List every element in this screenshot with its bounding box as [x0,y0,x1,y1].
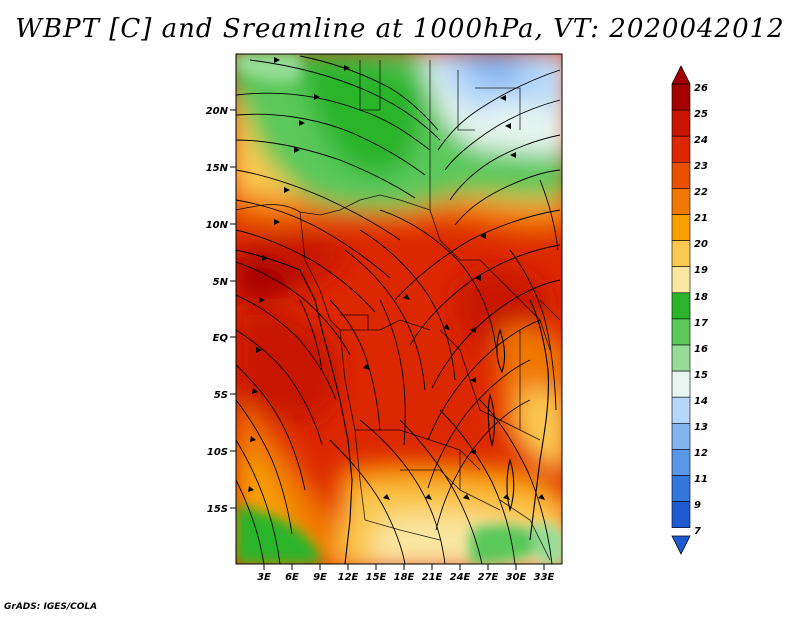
lon-label: 6E [285,572,299,583]
colorbar-swatch [671,344,691,372]
map-title: WBPT [C] and Sreamline at 1000hPa, VT: 2… [15,14,785,44]
lat-label: 20N [206,106,229,117]
lat-label: 5N [213,277,229,288]
colorbar-swatch [671,240,691,268]
colorbar-label: 7 [694,526,701,537]
lat-label: 10S [207,447,228,458]
lat-label: 15N [206,163,229,174]
colorbar-swatch [671,109,691,137]
wbpt-shading-detail [236,54,562,564]
colorbar-label: 15 [694,370,708,381]
lon-label: 15E [366,572,387,583]
colorbar-label: 14 [694,396,708,407]
colorbar-label: 21 [694,213,708,224]
plot-area [236,54,562,564]
colorbar-swatch [671,292,691,320]
colorbar-swatch [671,449,691,476]
colorbar-label: 13 [694,422,708,433]
colorbar-swatch [671,370,691,398]
colorbar-swatch [671,318,691,346]
colorbar-label: 22 [694,187,708,198]
colorbar-label: 24 [694,135,708,146]
colorbar-top-arrow [671,65,691,85]
colorbar-label: 26 [694,83,708,94]
colorbar-bottom-arrow [671,535,691,555]
colorbar-swatch [671,501,691,529]
colorbar-label: 11 [694,474,708,485]
colorbar-swatches [671,83,691,529]
colorbar-swatch [671,266,691,294]
longitude-axis [263,564,545,570]
colorbar-label: 12 [694,448,708,459]
colorbar-label: 16 [694,344,708,355]
plot-frame [235,53,563,565]
latitude-labels: 20N 15N 10N 5N EQ 5S 10S 15S [206,106,229,515]
colorbar-swatch [671,83,691,111]
lon-label: 33E [534,572,555,583]
lat-label: 5S [214,390,228,401]
lon-label: 30E [506,572,527,583]
colorbar-swatch [671,422,691,450]
colorbar-swatch [671,135,691,163]
grads-credit: GrADS: IGES/COLA [4,602,98,612]
colorbar-swatch [671,475,691,502]
colorbar-swatch [671,214,691,241]
colorbar-label: 17 [694,318,708,329]
colorbar-label: 9 [694,500,701,511]
lon-label: 18E [394,572,415,583]
lat-label: 10N [206,220,229,231]
lon-label: 27E [478,572,499,583]
colorbar-swatch [671,396,691,424]
colorbar-label: 23 [694,161,708,172]
latitude-axis [230,109,236,509]
lon-label: 3E [257,572,271,583]
lat-label: EQ [213,333,229,344]
colorbar: 26 25 24 23 22 21 20 19 18 17 16 15 14 1… [671,65,708,555]
lon-label: 21E [422,572,443,583]
colorbar-labels: 26 25 24 23 22 21 20 19 18 17 16 15 14 1… [694,83,708,537]
colorbar-label: 25 [694,109,708,120]
lon-label: 9E [313,572,327,583]
colorbar-swatch [671,162,691,189]
longitude-labels: 3E 6E 9E 12E 15E 18E 21E 24E 27E 30E 33E [257,572,554,583]
lon-label: 24E [450,572,471,583]
colorbar-label: 20 [694,239,708,250]
colorbar-label: 18 [694,292,708,303]
colorbar-label: 19 [694,265,708,276]
country-borders [236,60,561,561]
streamlines [236,55,561,564]
streamline-arrows [248,57,545,500]
lon-label: 12E [338,572,359,583]
lat-label: 15S [207,504,228,515]
colorbar-swatch [671,188,691,215]
